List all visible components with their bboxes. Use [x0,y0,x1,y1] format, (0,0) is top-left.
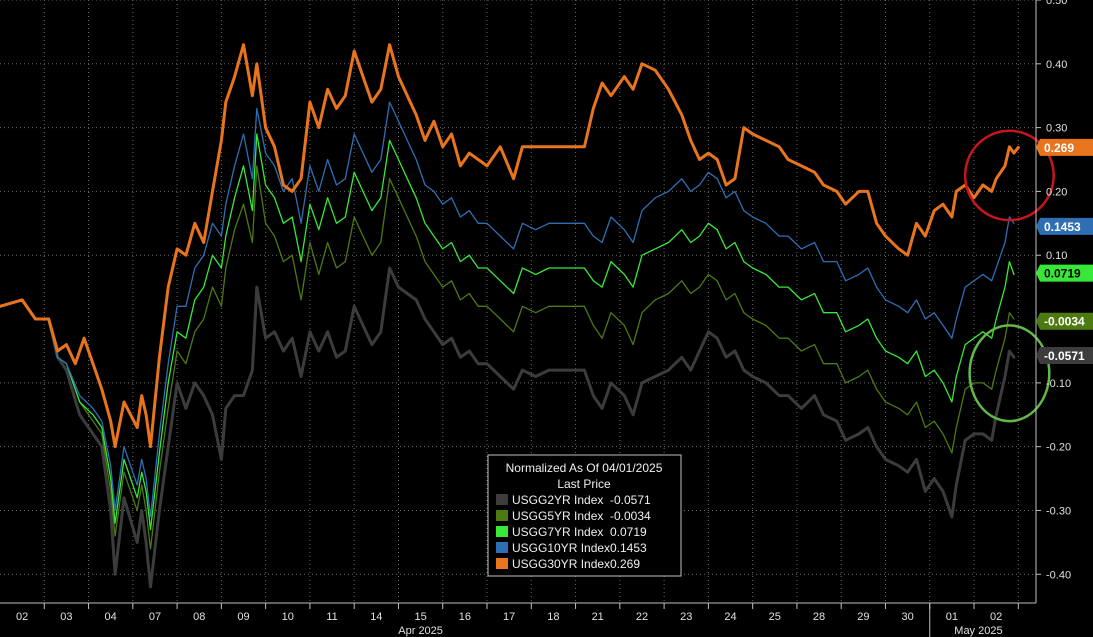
series-line-usgg10yr [0,101,1015,518]
y-tick-label: -0.40 [1046,569,1071,581]
legend-series-name: USGG5YR Index [512,509,603,523]
red-circle [963,129,1055,222]
badge-usgg30yr [1036,138,1093,156]
y-tick-label: 0.20 [1046,186,1067,198]
series-line-usgg5yr [0,165,1015,550]
legend-series-value: 0.269 [610,557,640,571]
x-tick-label: 28 [813,611,825,623]
x-tick-label: 16 [459,611,471,623]
badge-usgg5yr [1036,312,1093,330]
y-axis: 0.50 0.40 0.30 0.20 0.10 -0.10 -0.20 -0.30 -0.40 [1035,0,1071,603]
y-tick-label: 0.50 [1046,0,1067,7]
legend-swatch [496,558,508,569]
x-tick-label: 22 [636,611,648,623]
x-tick-label: 08 [193,611,205,623]
x-tick-label: 02 [990,611,1002,623]
x-tick-label: 18 [547,611,559,623]
y-tick-label: 0.10 [1046,250,1067,262]
legend-title: Normalized As Of 04/01/2025 [506,461,663,475]
x-axis: 02 03 04 07 08 09 10 11 14 15 16 17 18 21 22 23 24 25 28 29… [0,602,1036,637]
x-tick-label: 23 [680,611,692,623]
y-tick-label: -0.20 [1046,442,1071,454]
series-line-usgg7yr [0,133,1015,531]
y-tick-label: 0.40 [1046,59,1067,71]
badge-usgg7yr [1036,264,1093,282]
x-tick-label: 21 [592,611,604,623]
grid [0,0,1036,603]
x-tick-label: 17 [503,611,515,623]
badge-value: -0.0571 [1044,349,1085,363]
month-label: May 2025 [954,625,1002,637]
highlight-circles [963,129,1055,423]
legend-series-name: USGG10YR Index [512,541,610,555]
x-tick-label: 25 [769,611,781,623]
legend-series-name: USGG7YR Index [512,525,603,539]
legend: Normalized As Of 04/01/2025 Last Price U… [487,454,682,577]
badge-value: 0.0719 [1044,267,1081,281]
green-circle [968,324,1051,423]
legend-swatch [496,494,508,505]
x-tick-label: 15 [414,611,426,623]
month-label: Apr 2025 [398,625,443,637]
legend-subtitle: Last Price [557,477,611,491]
series-line-usgg30yr [0,43,1020,449]
x-tick-label: 11 [326,611,337,623]
legend-series-value: 0.1453 [610,541,647,555]
legend-series-value: -0.0034 [610,509,651,523]
x-tick-label: 02 [16,611,28,623]
x-tick-label: 29 [857,611,869,623]
legend-series-value: -0.0571 [610,493,651,507]
y-tick-label: -0.30 [1046,505,1071,517]
badge-usgg2yr [1036,346,1093,364]
legend-box [487,454,682,577]
y-tick-label: -0.10 [1046,378,1071,390]
last-value-badges: -0.0571 -0.0034 0.0719 0.1453 0.269 [1036,138,1093,364]
y-tick-label: 0.30 [1046,123,1067,135]
legend-series-name: USGG2YR Index [512,493,603,507]
legend-series-value: 0.0719 [610,525,647,539]
series-lines [0,43,1020,589]
badge-value: 0.1453 [1044,220,1081,234]
legend-swatch [496,510,508,521]
series-line-usgg2yr [0,266,1016,589]
x-tick-label: 04 [105,611,117,623]
x-tick-label: 14 [370,611,382,623]
badge-value: 0.269 [1044,141,1074,155]
legend-swatch [496,542,508,553]
x-tick-label: 30 [901,611,913,623]
legend-swatch [496,526,508,537]
legend-entries: USGG2YR Index -0.0571 USGG5YR Index -0.0034… [496,493,651,571]
x-tick-label: 09 [237,611,249,623]
legend-series-name: USGG30YR Index [512,557,610,571]
badge-usgg10yr [1036,217,1093,235]
x-tick-label: 01 [946,611,958,623]
x-tick-label: 24 [724,611,736,623]
x-tick-label: 03 [60,611,72,623]
x-tick-label: 07 [149,611,161,623]
badge-value: -0.0034 [1044,315,1085,329]
x-tick-label: 10 [282,611,294,623]
